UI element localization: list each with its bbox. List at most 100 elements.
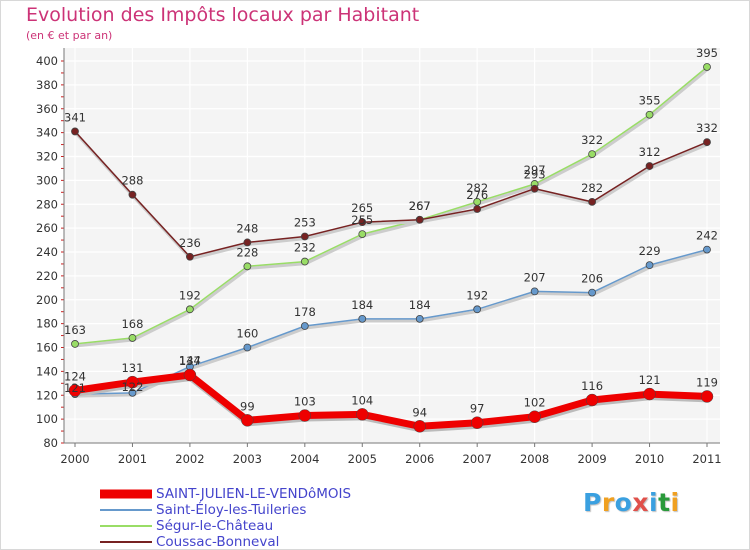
y-tick-label: 220 [36, 269, 58, 283]
data-label: 355 [639, 94, 661, 108]
series-line [74, 130, 708, 258]
y-tick-label: 300 [36, 173, 58, 187]
data-point [588, 288, 596, 297]
data-point [356, 408, 369, 421]
data-point [71, 340, 79, 348]
data-label: 94 [412, 405, 427, 419]
data-label: 265 [351, 201, 373, 215]
data-point [358, 218, 367, 227]
data-label: 124 [64, 369, 86, 383]
data-label: 137 [179, 354, 201, 368]
data-label: 184 [409, 298, 431, 312]
x-tick-label: 2006 [405, 452, 434, 466]
data-point [241, 414, 254, 427]
data-label: 228 [236, 245, 258, 259]
data-label: 293 [524, 168, 546, 182]
data-label: 267 [409, 199, 431, 213]
chart-subtitle: (en € et par an) [26, 29, 113, 42]
series-s-gur-le-ch-teau [74, 66, 709, 348]
data-label: 242 [696, 229, 718, 243]
legend-label: Coussac-Bonneval [156, 534, 280, 550]
x-tick-label: 2003 [233, 452, 262, 466]
data-point [528, 410, 541, 423]
data-label: 116 [581, 379, 603, 393]
data-point [473, 305, 482, 314]
data-label: 122 [121, 380, 143, 394]
logo-letter: i [670, 488, 680, 517]
data-labels: 160 178 184 184 192 207 206 229 242 163 168 192 228 2… [64, 46, 718, 419]
x-tick-label: 2007 [463, 452, 492, 466]
data-label: 297 [524, 163, 546, 177]
data-point [243, 238, 252, 247]
data-point [703, 63, 711, 71]
data-point [588, 197, 596, 206]
data-label: 206 [581, 272, 603, 286]
logo-letter: x [632, 488, 649, 517]
data-point [243, 343, 252, 352]
x-tick-label: 2009 [577, 452, 606, 466]
data-point [530, 287, 539, 296]
data-label: 267 [409, 199, 431, 213]
y-tick-label: 140 [36, 364, 58, 378]
data-label: 192 [179, 288, 201, 302]
x-tick-label: 2002 [175, 452, 204, 466]
data-label: 99 [240, 399, 255, 413]
y-tick-label: 240 [36, 245, 58, 259]
data-point [126, 375, 139, 389]
data-point [186, 252, 194, 261]
data-points [68, 63, 714, 433]
x-tick-label: 2001 [118, 452, 147, 466]
data-point [645, 110, 654, 119]
data-point [643, 387, 656, 401]
data-label: 288 [121, 174, 143, 188]
y-tick-label: 280 [36, 197, 58, 211]
data-label: 255 [351, 213, 373, 227]
data-label: 121 [64, 381, 86, 395]
data-label: 253 [294, 215, 316, 229]
data-label: 207 [524, 270, 546, 284]
logo-letter: r [601, 488, 615, 517]
data-point [470, 416, 484, 429]
data-label: 276 [466, 188, 488, 202]
data-point [243, 262, 252, 271]
data-label: 178 [294, 305, 316, 319]
x-tick-label: 2011 [692, 452, 721, 466]
logo-letter: t [658, 488, 671, 517]
data-label: 168 [121, 317, 143, 331]
data-label: 232 [294, 241, 316, 255]
logo-letter: P [583, 488, 602, 517]
series-lines [74, 66, 709, 433]
data-point [128, 388, 137, 397]
y-tick-label: 200 [36, 293, 58, 307]
y-tick-label: 80 [43, 436, 58, 450]
y-tick-label: 100 [36, 412, 58, 426]
data-label: 312 [639, 145, 661, 159]
data-label: 121 [639, 373, 661, 387]
data-label: 103 [294, 395, 316, 409]
data-label: 282 [581, 181, 603, 195]
data-point [473, 205, 482, 213]
x-tick-label: 2008 [520, 452, 549, 466]
y-tick-label: 380 [36, 78, 58, 92]
series-coussac-bonneval [74, 130, 709, 261]
y-tick-label: 120 [36, 388, 58, 402]
y-tick-label: 180 [36, 317, 58, 331]
data-point [585, 393, 599, 407]
series-line [74, 66, 708, 345]
y-tick-label: 260 [36, 221, 58, 235]
data-label: 160 [236, 327, 258, 341]
series-line [74, 248, 708, 395]
data-point [128, 334, 137, 342]
x-tick-label: 2004 [290, 452, 319, 466]
axes: 80 100 120 140 160 180 200 220 240 260 280 300 320 34… [36, 48, 722, 466]
legend-swatch [100, 509, 152, 511]
logo-letter: i [649, 488, 659, 517]
data-point [700, 390, 714, 403]
y-tick-label: 400 [36, 54, 58, 68]
data-point [415, 314, 424, 323]
legend-swatch [100, 541, 152, 543]
data-point [530, 184, 539, 193]
chart-title: Evolution des Impôts locaux par Habitant [26, 4, 420, 26]
data-label: 332 [696, 121, 718, 135]
